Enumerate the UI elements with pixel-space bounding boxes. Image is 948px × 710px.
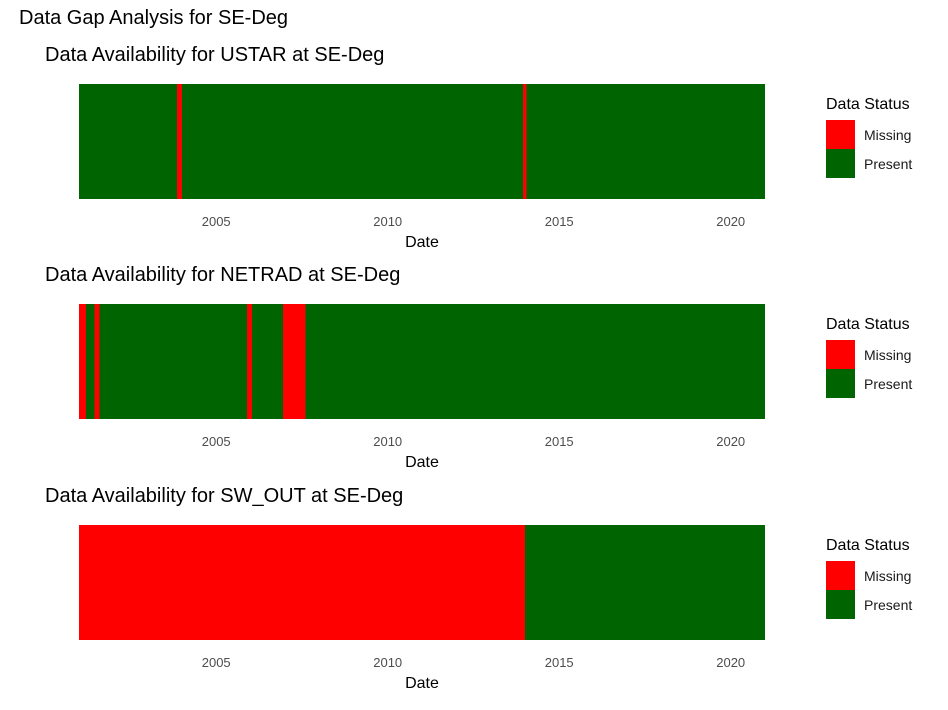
x-axis-label: Date [405, 234, 439, 251]
legend-key-missing [826, 340, 855, 369]
segment-present [79, 84, 177, 199]
x-tick-label: 2005 [202, 434, 231, 449]
legend-key-present [826, 149, 855, 178]
segment-missing [283, 304, 306, 419]
legend-title: Data Status [826, 96, 910, 113]
x-tick-label: 2005 [202, 655, 231, 670]
segment-present [181, 84, 524, 199]
x-tick-label: 2020 [716, 434, 745, 449]
legend-item-present: Present [826, 369, 912, 398]
legend-item-present: Present [826, 590, 912, 619]
segment-present [305, 304, 765, 419]
segment-present [85, 304, 95, 419]
x-tick-label: 2015 [545, 655, 574, 670]
panel-title: Data Availability for NETRAD at SE-Deg [45, 264, 401, 286]
legend-title: Data Status [826, 316, 910, 333]
panel-netrad: Data Availability for NETRAD at SE-Deg 2… [0, 264, 948, 484]
legend-label-missing: Missing [864, 126, 912, 143]
segment-missing [79, 525, 525, 640]
legend-label-missing: Missing [864, 346, 912, 363]
availability-plot: 2005 2010 2015 2020 Date [79, 525, 765, 692]
x-axis-label: Date [405, 675, 439, 692]
legend-key-present [826, 590, 855, 619]
legend: Data Status Missing Present [826, 537, 912, 619]
legend-item-missing: Missing [826, 561, 912, 590]
x-tick-label: 2015 [545, 214, 574, 229]
segment-missing [79, 304, 86, 419]
segment-present [252, 304, 284, 419]
x-tick-label: 2015 [545, 434, 574, 449]
legend-item-present: Present [826, 149, 912, 178]
availability-plot: 2005 2010 2015 2020 Date [79, 304, 765, 471]
segment-missing [94, 304, 100, 419]
legend-label-missing: Missing [864, 567, 912, 584]
legend-label-present: Present [864, 155, 913, 172]
segment-missing [523, 84, 527, 199]
segment-missing [176, 84, 182, 199]
legend-key-missing [826, 120, 855, 149]
legend-label-present: Present [864, 375, 913, 392]
legend-title: Data Status [826, 537, 910, 554]
page-title: Data Gap Analysis for SE-Deg [19, 7, 289, 29]
availability-plot: 2005 2010 2015 2020 Date [79, 84, 765, 251]
legend: Data Status Missing Present [826, 96, 912, 178]
legend-item-missing: Missing [826, 340, 912, 369]
x-tick-label: 2005 [202, 214, 231, 229]
segment-present [99, 304, 248, 419]
x-tick-label: 2010 [373, 214, 402, 229]
legend: Data Status Missing Present [826, 316, 912, 398]
legend-key-missing [826, 561, 855, 590]
x-axis-label: Date [405, 454, 439, 471]
panel-title: Data Availability for USTAR at SE-Deg [45, 44, 385, 66]
legend-label-present: Present [864, 596, 913, 613]
legend-key-present [826, 369, 855, 398]
segment-missing [247, 304, 253, 419]
panel-ustar: Data Availability for USTAR at SE-Deg 20… [0, 44, 948, 264]
panel-sw-out: Data Availability for SW_OUT at SE-Deg 2… [0, 485, 948, 705]
x-tick-label: 2020 [716, 214, 745, 229]
panel-title: Data Availability for SW_OUT at SE-Deg [45, 485, 404, 507]
segment-present [524, 525, 765, 640]
x-tick-label: 2010 [373, 434, 402, 449]
segment-present [526, 84, 765, 199]
x-tick-label: 2010 [373, 655, 402, 670]
x-tick-label: 2020 [716, 655, 745, 670]
legend-item-missing: Missing [826, 120, 912, 149]
